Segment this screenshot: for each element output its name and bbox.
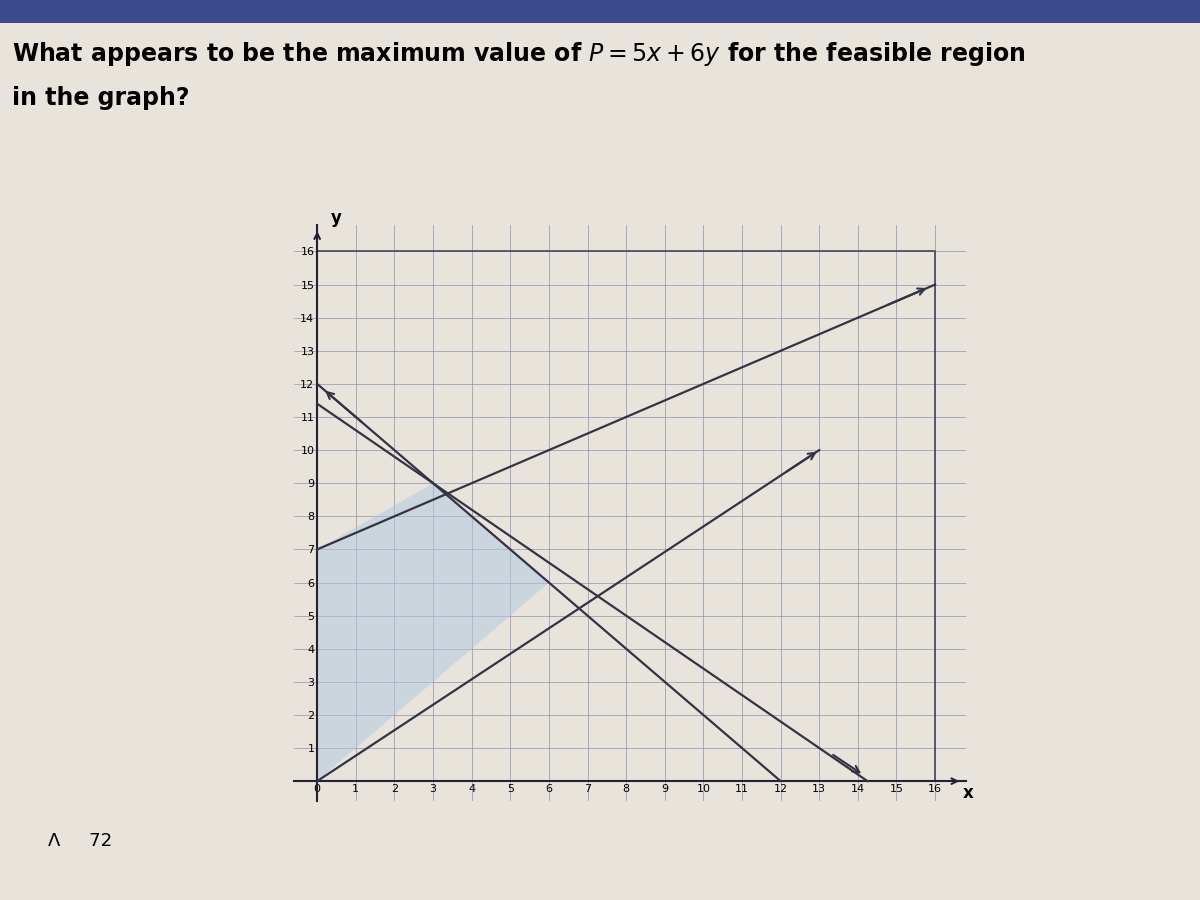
Polygon shape: [317, 483, 548, 781]
Text: in the graph?: in the graph?: [12, 86, 190, 110]
Text: What appears to be the maximum value of $P = 5x +6y$ for the feasible region: What appears to be the maximum value of …: [12, 40, 1026, 68]
Text: Λ     72: Λ 72: [48, 832, 112, 850]
Text: y: y: [331, 209, 342, 227]
Text: x: x: [962, 785, 973, 803]
